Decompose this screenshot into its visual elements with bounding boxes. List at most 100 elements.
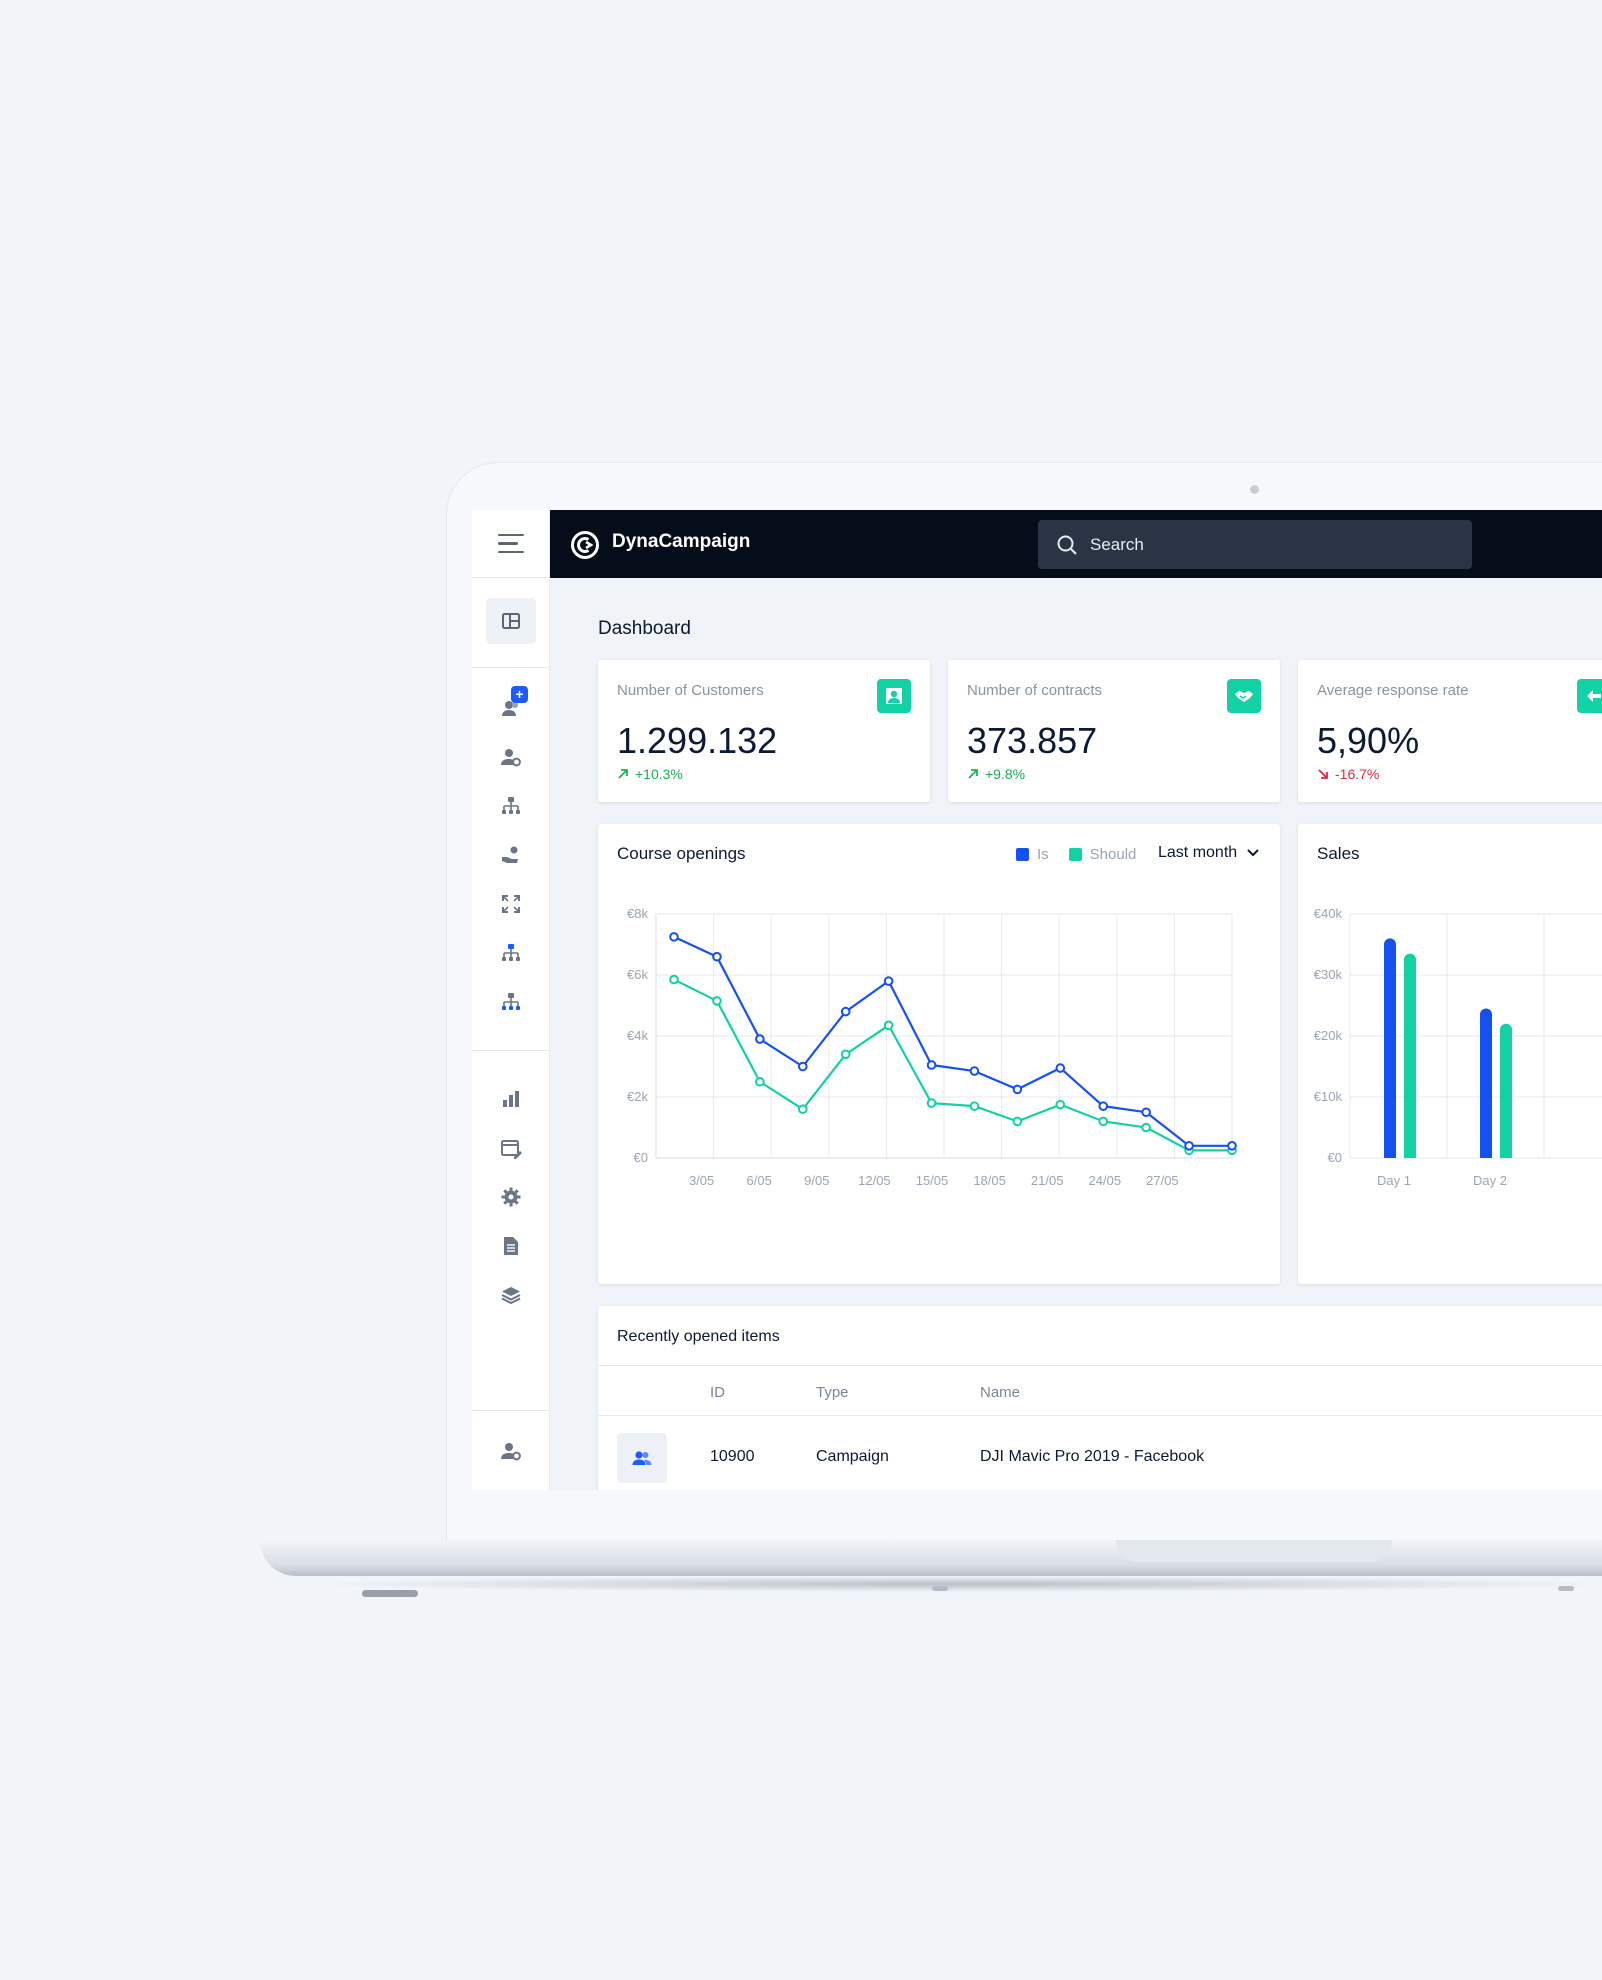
bar-base — [1384, 1152, 1396, 1158]
data-point — [755, 1034, 765, 1044]
arrow-up-right-icon — [618, 769, 628, 779]
bar-should — [1500, 1023, 1512, 1158]
x-tick-label: Day 2 — [1473, 1173, 1507, 1188]
calendar-edit-icon — [501, 1140, 522, 1159]
data-point — [926, 1060, 937, 1070]
legend-label-is: Is — [1037, 846, 1049, 863]
sidebar-item-calendar[interactable] — [486, 1125, 536, 1171]
sales-plot: €0 €10k €20k €30k €40k Day 1 Day 2 — [1314, 906, 1602, 1188]
bar-should — [1404, 953, 1416, 1158]
x-tick-label: 9/05 — [804, 1173, 829, 1188]
sidebar-header — [472, 510, 549, 578]
sidebar-item-settings[interactable] — [486, 1174, 536, 1220]
user-gear-icon — [501, 749, 521, 767]
data-point — [1184, 1141, 1194, 1151]
users-add-icon — [502, 701, 518, 716]
data-point — [1012, 1116, 1023, 1127]
gear-icon — [501, 1187, 521, 1207]
data-point — [797, 1061, 808, 1072]
sidebar-item-organization[interactable] — [486, 783, 536, 829]
data-point — [883, 1020, 894, 1031]
data-point — [969, 1101, 980, 1111]
kpi-icon-badge — [877, 679, 911, 713]
data-point — [1012, 1084, 1023, 1095]
chart-title: Sales — [1317, 844, 1360, 863]
kpi-delta: -16.7% — [1317, 766, 1379, 782]
x-tick-label: 21/05 — [1031, 1173, 1064, 1188]
laptop-camera — [1250, 485, 1259, 494]
data-point — [1141, 1107, 1151, 1118]
chart-title: Course openings — [617, 844, 746, 863]
hand-user-icon — [502, 846, 518, 863]
add-badge: + — [511, 686, 528, 703]
y-tick-label: €2k — [627, 1089, 648, 1104]
sidebar-item-reports[interactable] — [486, 1076, 536, 1122]
sidebar-item-structure-a[interactable] — [486, 930, 536, 976]
search-input[interactable]: Search — [1038, 520, 1472, 569]
kpi-delta: +10.3% — [617, 766, 683, 782]
x-tick-label: 15/05 — [916, 1173, 949, 1188]
users-icon — [632, 1451, 652, 1465]
arrow-down-right-icon — [1318, 769, 1328, 779]
column-header-id[interactable]: ID — [710, 1384, 725, 1401]
bar-base — [1480, 1152, 1492, 1158]
chevron-down-icon — [1247, 849, 1259, 857]
y-tick-label: €0 — [634, 1150, 648, 1165]
x-tick-label: 6/05 — [747, 1173, 772, 1188]
sidebar-divider — [472, 1410, 550, 1411]
y-tick-label: €30k — [1314, 967, 1343, 982]
x-tick-label: 12/05 — [858, 1173, 891, 1188]
document-icon — [504, 1237, 518, 1255]
sidebar-item-dashboard[interactable] — [486, 598, 536, 644]
sidebar-item-new-customers[interactable]: + — [486, 685, 536, 731]
layers-icon — [501, 1287, 521, 1305]
y-tick-label: €6k — [627, 967, 648, 982]
data-point — [1055, 1063, 1066, 1073]
cell-id[interactable]: 10900 — [710, 1448, 755, 1465]
hamburger-menu-icon[interactable] — [497, 533, 524, 554]
cell-type[interactable]: Campaign — [816, 1448, 889, 1465]
kpi-icon-badge — [1577, 679, 1602, 713]
main-content: Dashboard Number of Customers 1.299.132 … — [550, 578, 1602, 1490]
sidebar-item-contracts[interactable] — [486, 832, 536, 878]
data-point — [1141, 1122, 1151, 1133]
course-openings-card: Course openings Is Should Last month €0 €… — [598, 824, 1280, 1284]
user-settings-icon — [501, 1443, 521, 1461]
bar-base — [1404, 1152, 1416, 1158]
kpi-value: 373.857 — [967, 720, 1098, 761]
kpi-label: Number of contracts — [967, 682, 1103, 699]
sidebar-item-structure-b[interactable] — [486, 979, 536, 1025]
sidebar-item-account[interactable] — [486, 1428, 536, 1474]
kpi-card-contracts[interactable]: Number of contracts 373.857 +9.8% — [948, 660, 1280, 802]
sidebar: + — [472, 510, 550, 1490]
sidebar-item-layers[interactable] — [486, 1272, 536, 1318]
series-line-is — [673, 935, 1232, 1147]
legend-label-should: Should — [1089, 846, 1137, 863]
bar-is — [1384, 938, 1396, 1158]
data-point — [969, 1066, 980, 1076]
topbar: DynaCampaign Search — [550, 510, 1602, 578]
y-tick-label: €0 — [1328, 1150, 1342, 1165]
cell-name[interactable]: DJI Mavic Pro 2019 - Facebook — [980, 1448, 1205, 1465]
y-tick-label: €4k — [627, 1028, 648, 1043]
sidebar-divider — [472, 1050, 550, 1051]
kpi-card-response-rate[interactable]: Average response rate 5,90% -16.7% — [1298, 660, 1602, 802]
sidebar-item-segments[interactable] — [486, 881, 536, 927]
series-line-should — [673, 978, 1232, 1152]
column-header-name[interactable]: Name — [980, 1384, 1021, 1401]
data-point — [712, 951, 722, 962]
column-header-type[interactable]: Type — [816, 1384, 849, 1401]
sales-card: Sales €0 €10k €20k €30k €40k Day 1 Day 2 — [1298, 824, 1602, 1284]
page-title: Dashboard — [598, 618, 691, 639]
kpi-value: 5,90% — [1317, 720, 1420, 761]
row-type-icon — [617, 1433, 667, 1483]
bar-chart-icon — [503, 1091, 519, 1107]
logo-icon[interactable] — [570, 530, 600, 560]
data-point — [840, 1006, 851, 1017]
sidebar-item-customer-settings[interactable] — [486, 734, 536, 780]
sidebar-item-documents[interactable] — [486, 1223, 536, 1269]
kpi-card-customers[interactable]: Number of Customers 1.299.132 +10.3% — [598, 660, 930, 802]
brand-name[interactable]: DynaCampaign — [612, 531, 751, 552]
x-tick-label: 24/05 — [1089, 1173, 1122, 1188]
range-dropdown[interactable]: Last month — [1158, 844, 1259, 862]
